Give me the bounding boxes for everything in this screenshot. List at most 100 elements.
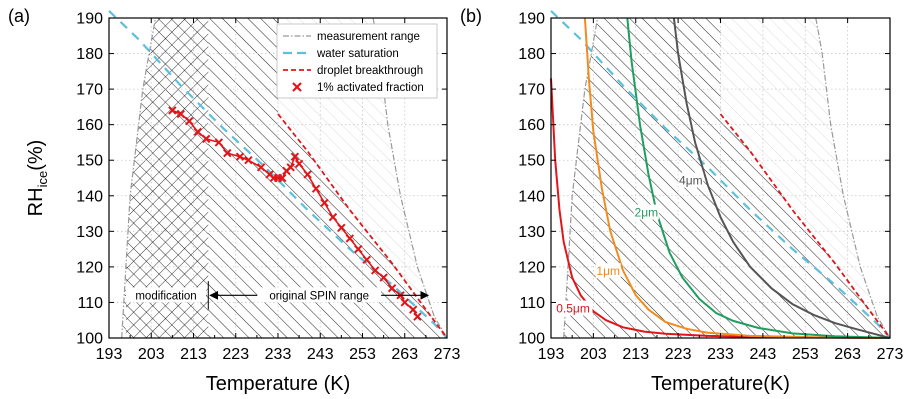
activated-fraction-marker bbox=[387, 284, 397, 293]
activated-fraction-marker bbox=[413, 312, 422, 321]
axes: 193 203 213 223 233 243 253 263 273 100 110 120 130 1… bbox=[518, 11, 903, 364]
x-tick-label: 253 bbox=[349, 346, 376, 363]
droplet-breakthrough-line bbox=[719, 113, 891, 339]
y-tick-label: 170 bbox=[518, 82, 545, 99]
x-tick-label: 263 bbox=[391, 346, 418, 363]
marker-stroke bbox=[223, 148, 232, 158]
y-tick-label: 110 bbox=[519, 295, 545, 312]
curve-label-bg bbox=[595, 263, 621, 279]
curve-label: 0.5μm bbox=[556, 302, 590, 316]
y-tick-label: 140 bbox=[76, 188, 103, 205]
x-axis-label: Temperature (K) bbox=[206, 373, 351, 395]
activated-fraction-marker bbox=[408, 305, 418, 314]
marker-stroke bbox=[320, 198, 329, 208]
y-tick-label: 160 bbox=[76, 117, 103, 134]
activated-fraction-marker bbox=[176, 109, 186, 119]
marker-stroke bbox=[379, 273, 388, 282]
y-tick-label: 100 bbox=[518, 331, 545, 348]
activated-fraction-marker bbox=[214, 138, 224, 147]
activated-fraction-marker bbox=[328, 212, 338, 222]
y-tick-label: 180 bbox=[76, 46, 103, 63]
activated-fraction-marker bbox=[168, 106, 177, 115]
marker-stroke bbox=[265, 170, 274, 179]
y-tick-label: 170 bbox=[76, 82, 103, 99]
y-tick-label: 140 bbox=[518, 188, 545, 205]
activated-fraction-marker bbox=[362, 255, 371, 264]
marker-stroke bbox=[235, 152, 245, 161]
x-tick-label: 253 bbox=[792, 346, 819, 363]
curve-label-bg bbox=[678, 172, 704, 188]
legend-marker bbox=[292, 82, 302, 92]
marker-stroke bbox=[294, 159, 304, 168]
y-tick-label: 120 bbox=[518, 259, 545, 276]
panel-b-label: (b) bbox=[460, 6, 482, 26]
y-tick-label: 150 bbox=[76, 153, 103, 170]
legend-label: water saturation bbox=[316, 48, 399, 60]
marker-stroke bbox=[387, 284, 397, 293]
marker-stroke bbox=[311, 184, 321, 193]
y-tick-label: 190 bbox=[518, 11, 545, 28]
y-label-unit: (%) bbox=[25, 140, 47, 171]
x-tick-label: 223 bbox=[665, 346, 692, 363]
size-curve-2μm bbox=[626, 17, 891, 339]
panel-a: (a) modification original SPIN range 193 2… bbox=[8, 6, 460, 395]
y-tick-label: 120 bbox=[76, 259, 103, 276]
legend-item: water saturation bbox=[283, 48, 399, 60]
y-tick-label: 110 bbox=[77, 295, 103, 312]
measurement-range-right bbox=[815, 17, 891, 339]
curve-label: 2μm bbox=[635, 206, 659, 220]
curves bbox=[108, 10, 448, 339]
x-axis-label: Temperature(K) bbox=[651, 373, 790, 395]
marker-stroke bbox=[290, 152, 300, 161]
y-tick-label: 150 bbox=[518, 153, 545, 170]
x-tick-label: 273 bbox=[434, 346, 461, 363]
activated-fraction-marker bbox=[185, 116, 194, 126]
y-tick-label: 100 bbox=[76, 331, 103, 348]
range-label: modification bbox=[135, 290, 196, 302]
water-saturation-line bbox=[550, 10, 891, 339]
curves: 0.5μm 1μm 2μm 4μm bbox=[550, 10, 891, 339]
activated-fraction-marker bbox=[286, 163, 295, 172]
activated-fraction-marker bbox=[235, 152, 245, 161]
marker-stroke bbox=[193, 127, 202, 136]
y-tick-label: 180 bbox=[518, 46, 545, 63]
marker-stroke bbox=[337, 223, 346, 232]
activated-fraction-marker bbox=[400, 298, 409, 307]
x-tick-label: 233 bbox=[707, 346, 734, 363]
grid bbox=[550, 17, 891, 339]
x-tick-label: 213 bbox=[180, 346, 207, 363]
marker-stroke bbox=[345, 234, 355, 243]
marker-stroke bbox=[286, 163, 295, 172]
x-tick-label: 193 bbox=[538, 346, 565, 363]
marker-stroke bbox=[185, 116, 194, 126]
panel-a-label: (a) bbox=[8, 6, 30, 26]
activated-fraction-marker bbox=[201, 134, 211, 144]
legend-label: droplet breakthrough bbox=[317, 65, 423, 77]
marker-stroke bbox=[328, 212, 338, 222]
marker-stroke bbox=[256, 163, 266, 172]
legend-label: 1% activated fraction bbox=[317, 82, 424, 94]
y-axis-label: RHice(%) bbox=[25, 140, 50, 217]
curve-label-bg bbox=[553, 300, 593, 316]
x-tick-label: 263 bbox=[834, 346, 861, 363]
panel-b: (b) 0.5μm 1μm 2μm 4μm 193 203 213 223 233 243 253… bbox=[460, 6, 903, 395]
y-label-subscript: ice bbox=[35, 171, 50, 188]
activated-fraction-marker bbox=[290, 152, 300, 161]
measurement-range-left bbox=[121, 17, 157, 339]
marker-stroke bbox=[244, 156, 253, 165]
x-tick-label: 233 bbox=[265, 346, 292, 363]
activated-fraction-marker bbox=[345, 234, 355, 243]
curve-label: 4μm bbox=[679, 174, 703, 188]
marker-stroke bbox=[176, 109, 186, 119]
marker-stroke bbox=[413, 312, 422, 321]
legend-box bbox=[276, 23, 438, 99]
activated-fraction-marker bbox=[379, 273, 388, 282]
marker-stroke bbox=[168, 106, 177, 115]
range-label-bg bbox=[257, 287, 382, 303]
marker-stroke bbox=[354, 244, 363, 254]
marker-stroke bbox=[201, 134, 211, 144]
marker-stroke bbox=[408, 305, 418, 314]
y-label-main: RH bbox=[25, 187, 47, 216]
range-label-bg bbox=[125, 287, 207, 303]
